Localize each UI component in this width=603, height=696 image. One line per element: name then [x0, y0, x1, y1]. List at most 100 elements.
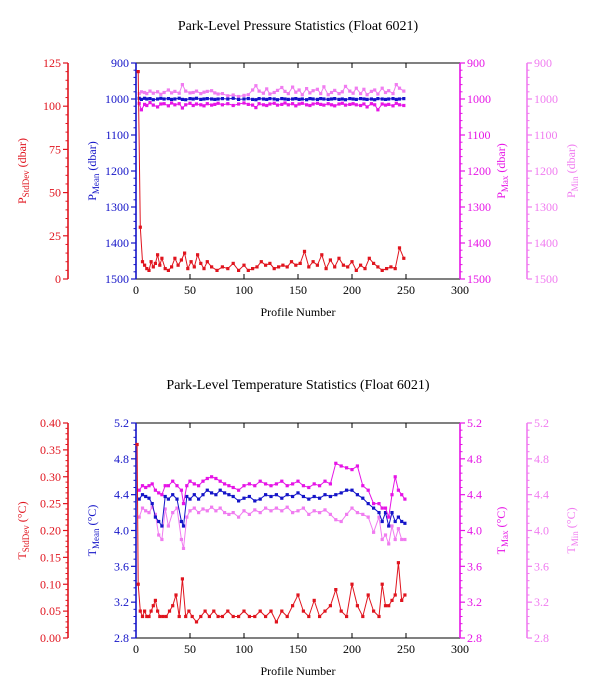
data-point-mean [188, 97, 192, 101]
x-tick-label: 50 [184, 642, 196, 656]
data-point-min [380, 537, 384, 542]
data-point-min [291, 511, 295, 515]
data-point-mean [261, 97, 265, 101]
data-point-stddev [151, 265, 155, 269]
data-point-stddev [324, 267, 328, 271]
data-point-min [301, 506, 305, 510]
data-point-max [329, 103, 334, 107]
y-tick-label-mean: 1100 [105, 128, 129, 142]
data-point-min [170, 91, 174, 95]
data-point-max [242, 484, 246, 488]
data-point-max [291, 102, 295, 106]
data-point-stddev [202, 267, 206, 271]
data-point-stddev [180, 577, 184, 581]
data-point-max [181, 502, 186, 506]
data-point-mean [148, 97, 152, 101]
data-point-max [160, 493, 164, 497]
data-point-max [205, 102, 209, 106]
data-point-min [145, 92, 149, 96]
x-tick-label: 100 [235, 642, 253, 656]
data-point-mean [251, 97, 255, 101]
data-point-max [285, 484, 289, 488]
data-point-min [246, 93, 250, 97]
data-point-max [175, 484, 179, 488]
y-tick-label-stddev: 25 [49, 229, 61, 243]
data-point-max [231, 103, 235, 108]
data-point-max [377, 502, 381, 506]
data-point-max [251, 103, 255, 107]
data-point-max [348, 102, 352, 106]
data-point-max [137, 488, 141, 492]
data-point-min [188, 91, 192, 95]
data-point-min [329, 90, 334, 95]
data-point-stddev [189, 260, 193, 264]
data-point-min [247, 512, 251, 516]
data-point-stddev [372, 609, 376, 613]
data-point-min [237, 94, 241, 99]
data-point-min [312, 509, 316, 513]
data-point-mean [322, 97, 326, 101]
data-point-min [166, 88, 170, 92]
data-point-mean [153, 515, 157, 519]
y-tick-label-mean: 3.2 [114, 595, 129, 609]
data-point-max [373, 103, 377, 107]
data-point-mean [205, 97, 209, 101]
data-point-mean [307, 497, 311, 501]
data-point-stddev [237, 268, 241, 272]
data-point-mean [291, 494, 295, 499]
data-point-min [181, 546, 186, 550]
data-point-mean [254, 98, 258, 102]
data-point-mean [329, 97, 334, 101]
y-tick-label-stddev: 0.10 [40, 577, 61, 591]
data-point-stddev [153, 261, 157, 265]
data-point-max [156, 105, 160, 109]
y-tick-label-max: 1300 [467, 200, 491, 214]
data-point-stddev [259, 260, 263, 264]
y-tick-label-stddev: 0.15 [40, 550, 61, 564]
y-tick-label-min: 1200 [534, 164, 558, 178]
data-point-mean [350, 488, 354, 492]
data-point-mean [402, 97, 406, 101]
data-point-min [227, 512, 231, 516]
data-point-mean [180, 97, 184, 101]
data-point-stddev [301, 609, 305, 613]
x-tick-label: 50 [184, 283, 196, 297]
data-point-mean [285, 493, 289, 497]
data-point-stddev [199, 261, 203, 265]
data-point-stddev [346, 265, 350, 269]
series-group [136, 70, 406, 272]
data-point-mean [272, 97, 276, 101]
data-point-max [227, 484, 231, 488]
y-tick-label-min: 2.8 [534, 631, 549, 645]
data-point-stddev [372, 261, 376, 265]
y-axis-label-stddev: TStdDev (°C) [15, 501, 31, 559]
data-point-max [311, 102, 315, 106]
data-point-stddev [156, 609, 160, 613]
data-point-stddev [396, 561, 400, 565]
data-point-min [220, 92, 224, 96]
data-point-max [339, 464, 343, 468]
data-point-mean [246, 97, 250, 101]
data-point-mean [175, 497, 179, 501]
data-point-stddev [383, 604, 388, 608]
data-point-max [254, 106, 258, 110]
data-point-stddev [264, 614, 268, 619]
data-point-mean [312, 494, 316, 499]
data-point-min [403, 537, 407, 542]
x-tick-label: 150 [289, 642, 307, 656]
data-point-stddev [174, 593, 178, 597]
data-point-max [261, 103, 265, 107]
data-point-min [160, 537, 164, 542]
data-point-max [184, 103, 188, 107]
data-point-min [328, 512, 332, 516]
data-point-stddev [147, 268, 151, 272]
chart-title: Park-Level Temperature Statistics (Float… [166, 378, 429, 393]
data-point-stddev [251, 267, 255, 271]
data-point-mean [144, 494, 148, 499]
data-point-stddev [390, 598, 394, 602]
data-point-stddev [269, 609, 273, 613]
data-point-min [213, 91, 217, 95]
data-point-max [296, 479, 300, 483]
data-point-min [254, 84, 258, 88]
data-point-mean [258, 497, 262, 501]
